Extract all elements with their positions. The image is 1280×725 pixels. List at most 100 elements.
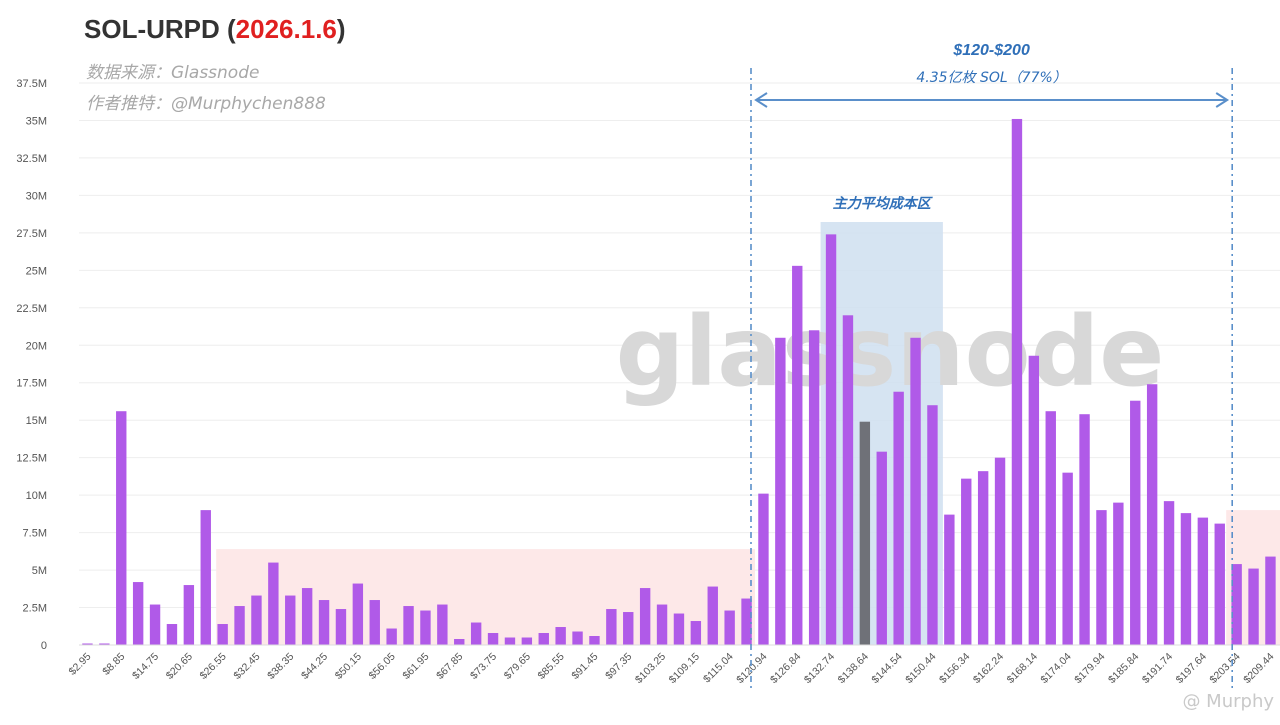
x-tick-label: $179.94 — [1072, 651, 1107, 686]
x-tick-label: $138.64 — [836, 651, 871, 686]
chart-title-main: SOL-URPD — [84, 14, 220, 44]
bar — [1231, 564, 1242, 645]
x-tick-label: $38.35 — [265, 651, 296, 682]
bar — [116, 411, 127, 645]
bar — [1197, 517, 1209, 645]
x-tick-label: $168.14 — [1005, 651, 1040, 686]
bar — [217, 624, 228, 645]
x-tick-label: $203.54 — [1207, 651, 1242, 686]
bar — [623, 612, 634, 645]
bar — [994, 457, 1006, 645]
x-tick-label: $191.74 — [1140, 651, 1175, 686]
bar — [741, 598, 752, 645]
bar — [1265, 556, 1276, 645]
x-tick-label: $56.05 — [367, 651, 398, 682]
bar — [268, 562, 279, 645]
bar — [352, 583, 364, 645]
bar — [99, 643, 110, 645]
bar — [251, 595, 262, 645]
bar — [234, 606, 245, 645]
x-tick-label: $132.74 — [802, 651, 837, 686]
x-tick-label: $150.44 — [903, 651, 938, 686]
x-tick-label: $2.95 — [67, 651, 94, 678]
bar — [132, 582, 144, 645]
bar — [200, 510, 211, 645]
bar — [538, 633, 549, 645]
x-tick-label: $126.84 — [768, 651, 803, 686]
x-tick-label: $97.35 — [603, 651, 634, 682]
chart-author: 作者推特：@Murphychen888 — [86, 94, 326, 114]
y-tick-label: 22.5M — [16, 303, 47, 315]
chart-source: 数据来源：Glassnode — [86, 63, 260, 83]
x-tick-label: $50.15 — [333, 651, 364, 682]
y-tick-label: 7.5M — [23, 528, 47, 540]
x-tick-label: $109.15 — [667, 651, 702, 686]
bar — [656, 604, 668, 645]
bar — [420, 610, 431, 645]
footer-watermark: @ Murphy — [1182, 691, 1274, 712]
range-label: $120-$200 — [952, 42, 1030, 59]
y-tick-label: 15M — [26, 415, 47, 427]
x-tick-label: $44.25 — [299, 651, 330, 682]
bar — [589, 636, 600, 645]
bar — [82, 643, 93, 645]
y-tick-label: 27.5M — [16, 228, 47, 240]
y-tick-label: 20M — [26, 340, 47, 352]
bar — [1130, 400, 1141, 645]
y-tick-label: 2.5M — [23, 603, 47, 615]
bar — [437, 604, 448, 645]
bar — [673, 613, 685, 645]
x-tick-label: $67.85 — [434, 651, 465, 682]
bar — [606, 609, 617, 645]
chart-title-date: 2026.1.6 — [235, 14, 337, 44]
bar — [1079, 414, 1090, 645]
bar — [977, 471, 989, 645]
bar — [386, 628, 397, 645]
y-tick-label: 10M — [26, 490, 47, 502]
x-tick-label: $61.95 — [400, 651, 431, 682]
x-tick-label: $73.75 — [468, 651, 499, 682]
bar — [961, 478, 972, 645]
bar — [572, 631, 583, 645]
bar — [1180, 513, 1192, 645]
bar — [707, 586, 718, 645]
x-tick-label: $20.65 — [164, 651, 195, 682]
y-tick-label: 12.5M — [16, 453, 47, 465]
bar — [1028, 355, 1040, 645]
bar — [318, 600, 330, 645]
bar — [183, 585, 195, 645]
x-tick-label: $209.44 — [1241, 651, 1276, 686]
range-arrow-left-head — [754, 92, 768, 108]
bar — [504, 637, 516, 645]
x-tick-label: $185.84 — [1106, 651, 1141, 686]
x-tick-label: $85.55 — [536, 651, 567, 682]
bar — [369, 600, 380, 645]
y-tick-label: 25M — [26, 265, 47, 277]
x-tick-label: $8.85 — [100, 651, 127, 678]
x-tick-label: $174.04 — [1038, 651, 1073, 686]
x-tick-label: $91.45 — [569, 651, 600, 682]
y-tick-label: 35M — [26, 115, 47, 127]
bar — [825, 234, 837, 645]
bar — [842, 315, 854, 645]
range-arrow-right-head — [1215, 92, 1230, 108]
bar — [944, 514, 955, 645]
bar — [166, 624, 178, 645]
bar — [724, 610, 735, 645]
core-zone-label: 主力平均成本区 — [833, 195, 934, 212]
bar — [792, 265, 803, 645]
bar — [859, 421, 871, 645]
bar — [1146, 384, 1158, 645]
y-tick-label: 30M — [26, 190, 47, 202]
y-tick-label: 0 — [41, 640, 47, 652]
x-tick-label: $156.34 — [937, 651, 972, 686]
bar — [758, 493, 769, 645]
bar — [1214, 523, 1225, 645]
bar — [470, 622, 482, 645]
bar — [1163, 501, 1175, 645]
bar — [301, 588, 313, 645]
y-tick-label: 32.5M — [16, 153, 47, 165]
bar — [1113, 502, 1124, 645]
